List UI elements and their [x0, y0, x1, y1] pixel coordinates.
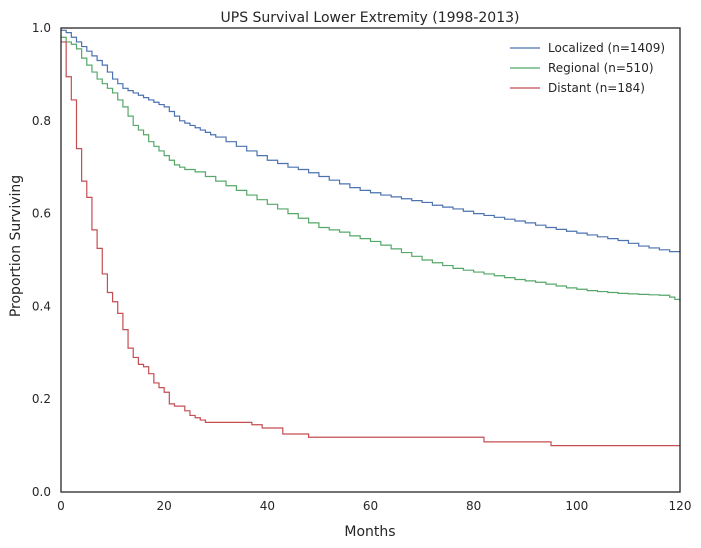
y-tick-label: 0.6	[32, 207, 51, 221]
y-tick-label: 0.8	[32, 114, 51, 128]
x-tick-label: 60	[363, 499, 378, 513]
x-tick-label: 100	[565, 499, 588, 513]
x-tick-label: 40	[260, 499, 275, 513]
y-tick-labels: 0.0 0.2 0.4 0.6 0.8 1.0	[32, 21, 51, 499]
x-tick-label: 80	[466, 499, 481, 513]
legend-label-3: Distant (n=184)	[548, 81, 645, 95]
y-tick-label: 0.2	[32, 392, 51, 406]
x-tick-label: 20	[157, 499, 172, 513]
legend-label-1: Localized (n=1409)	[548, 41, 665, 55]
y-axis-label: Proportion Surviving	[8, 175, 24, 317]
y-tick-label: 1.0	[32, 21, 51, 35]
series-line-2	[61, 36, 681, 302]
x-tick-label: 120	[669, 499, 692, 513]
legend: Localized (n=1409) Regional (n=510) Distan…	[510, 41, 665, 95]
plot-frame	[60, 27, 681, 493]
y-tick-label: 0.0	[32, 485, 51, 499]
legend-label-2: Regional (n=510)	[548, 61, 654, 75]
x-tick-label: 0	[57, 499, 65, 513]
x-axis-label: Months	[344, 524, 395, 540]
x-tick-labels: 0 20 40 60 80 100 120	[57, 499, 691, 513]
series-layer	[61, 29, 681, 447]
y-tick-label: 0.4	[32, 299, 51, 313]
series-line-3	[61, 41, 680, 447]
chart-title: UPS Survival Lower Extremity (1998-2013)	[221, 10, 520, 26]
series-line-1	[61, 29, 681, 253]
